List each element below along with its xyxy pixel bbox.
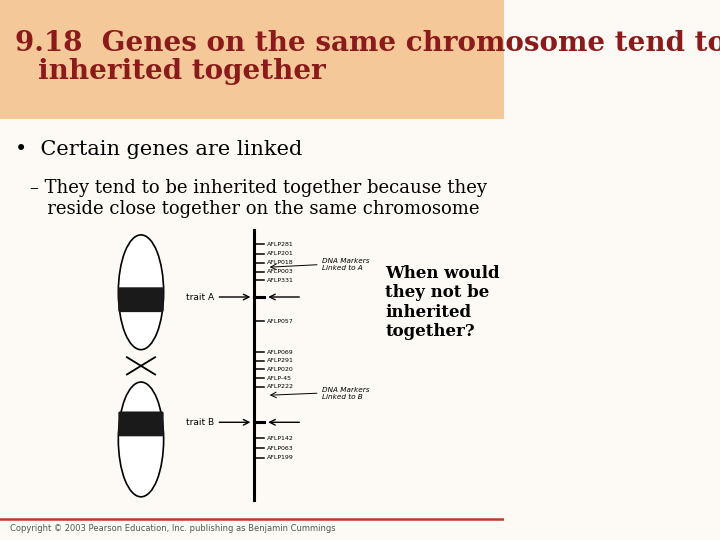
Text: AFLP201: AFLP201 [267, 251, 294, 256]
Ellipse shape [118, 235, 163, 350]
Text: AFLP063: AFLP063 [267, 446, 294, 451]
Text: AFLP003: AFLP003 [267, 269, 294, 274]
Text: AFLP020: AFLP020 [267, 367, 294, 372]
FancyBboxPatch shape [118, 287, 163, 312]
Text: AFLP281: AFLP281 [267, 241, 294, 247]
Text: – They tend to be inherited together because they
   reside close together on th: – They tend to be inherited together bec… [30, 179, 487, 218]
Text: DNA Markers
Linked to A: DNA Markers Linked to A [323, 258, 370, 271]
Text: AFLP291: AFLP291 [267, 358, 294, 363]
Text: AFLP069: AFLP069 [267, 349, 294, 355]
Text: inherited together: inherited together [37, 58, 325, 85]
Text: AFLP-45: AFLP-45 [267, 375, 292, 381]
Text: •  Certain genes are linked: • Certain genes are linked [15, 140, 302, 159]
Text: AFLP142: AFLP142 [267, 436, 294, 441]
Text: AFLP018: AFLP018 [267, 260, 294, 266]
Text: AFLP222: AFLP222 [267, 384, 294, 389]
Text: trait B: trait B [186, 418, 214, 427]
Text: AFLP331: AFLP331 [267, 278, 294, 283]
Text: AFLP057: AFLP057 [267, 319, 294, 324]
FancyBboxPatch shape [0, 0, 503, 119]
Text: When would
they not be
inherited
together?: When would they not be inherited togethe… [385, 265, 500, 340]
Text: AFLP199: AFLP199 [267, 455, 294, 461]
Text: DNA Markers
Linked to B: DNA Markers Linked to B [323, 387, 370, 400]
Text: 9.18  Genes on the same chromosome tend to be: 9.18 Genes on the same chromosome tend t… [15, 30, 720, 57]
Text: trait A: trait A [186, 293, 214, 301]
Ellipse shape [118, 382, 163, 497]
FancyBboxPatch shape [118, 411, 163, 436]
Text: Copyright © 2003 Pearson Education, Inc. publishing as Benjamin Cummings: Copyright © 2003 Pearson Education, Inc.… [10, 524, 336, 533]
